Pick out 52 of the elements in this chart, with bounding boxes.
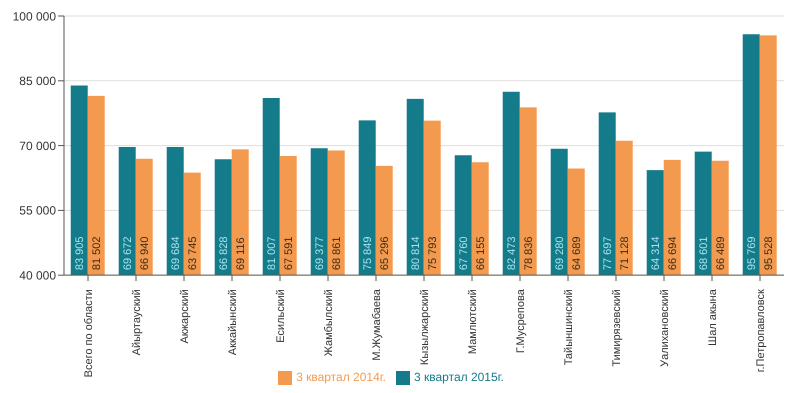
data-label: 81 502	[91, 236, 104, 270]
data-label: 66 940	[139, 236, 152, 270]
y-tick-label: 55 000	[19, 204, 56, 218]
data-label: 78 836	[523, 236, 536, 270]
x-tick-label: Тайыншинский	[563, 289, 575, 366]
x-tick-label: Всего по области	[83, 289, 95, 378]
x-tick-label: Шал акына	[707, 288, 719, 346]
data-label: 69 684	[170, 236, 182, 270]
data-label: 68 601	[698, 236, 710, 270]
data-label: 65 296	[379, 236, 392, 270]
data-label: 68 861	[331, 236, 344, 270]
data-label: 66 694	[667, 236, 680, 270]
legend-label: 3 квартал 2015г.	[414, 370, 504, 384]
x-tick-label: г.Петропавловск	[755, 288, 767, 372]
data-label: 63 745	[187, 236, 200, 270]
data-label: 82 473	[506, 236, 518, 270]
x-tick-label: Жамбылский	[323, 289, 335, 356]
x-tick-label: Уалихановский	[659, 289, 671, 367]
x-tick-label: Мамлютский	[467, 289, 479, 354]
x-tick-label: Г.Мусрепова	[515, 288, 527, 354]
data-label: 67 591	[283, 236, 296, 270]
data-label: 66 828	[218, 236, 230, 270]
data-label: 66 489	[715, 236, 728, 270]
data-label: 95 769	[746, 236, 758, 270]
data-label: 69 377	[314, 236, 326, 270]
x-tick-label: Айыртауский	[131, 289, 143, 356]
x-tick-label: Есильский	[275, 289, 287, 343]
data-label: 75 793	[427, 236, 440, 270]
x-tick-label: М.Жумабаева	[371, 288, 383, 361]
x-tick-label: Аккайынский	[227, 289, 239, 356]
x-tick-label: Тимирязевский	[611, 289, 623, 367]
data-label: 64 314	[650, 236, 662, 270]
data-label: 66 155	[475, 236, 488, 270]
data-label: 83 905	[74, 236, 86, 270]
data-label: 71 128	[619, 236, 632, 270]
y-tick-label: 100 000	[12, 9, 56, 24]
data-label: 77 697	[602, 236, 614, 270]
data-label: 64 689	[571, 236, 584, 270]
legend-label: 3 квартал 2014г.	[296, 370, 386, 384]
x-tick-label: Акжарский	[179, 289, 191, 344]
y-tick-label: 85 000	[19, 74, 56, 88]
data-label: 69 116	[235, 237, 248, 270]
data-label: 75 849	[362, 236, 374, 270]
data-label: 81 007	[266, 236, 278, 270]
y-tick-label: 70 000	[19, 138, 56, 153]
data-label: 67 760	[458, 236, 470, 270]
data-label: 69 672	[122, 236, 134, 270]
x-tick-label: Кызылжарский	[419, 289, 431, 366]
y-tick-label: 40 000	[19, 268, 56, 282]
data-label: 69 280	[554, 236, 566, 270]
data-label: 95 528	[763, 236, 776, 270]
data-label: 80 814	[410, 236, 422, 270]
